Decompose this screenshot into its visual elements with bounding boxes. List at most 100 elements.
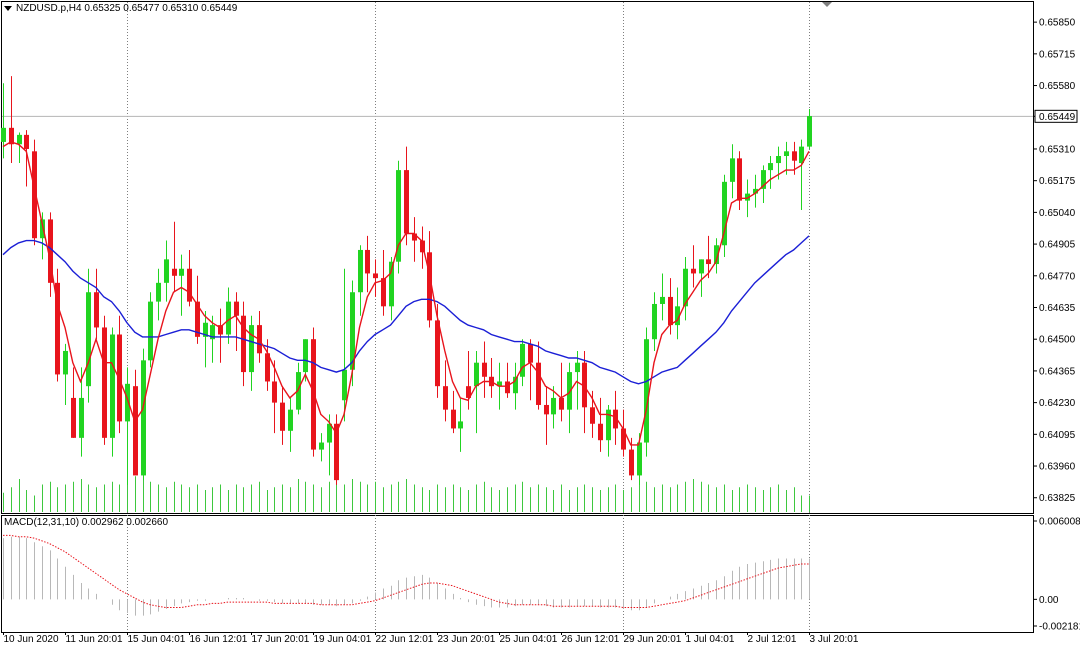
price-axis-label: 0.65715	[1039, 49, 1076, 60]
candle-body	[272, 381, 277, 403]
time-axis-label: 23 Jun 20:01	[438, 634, 496, 645]
candle-body	[48, 219, 53, 283]
candle-body	[613, 409, 618, 429]
candle-body	[280, 402, 285, 431]
candle-body	[714, 245, 719, 265]
candle-body	[319, 442, 324, 450]
candle-body	[249, 325, 254, 373]
time-axis-label: 10 Jun 2020	[4, 634, 59, 645]
candle-body	[110, 334, 115, 438]
candle-body	[234, 301, 239, 316]
candle-body	[799, 146, 804, 164]
price-axis-label: 0.64770	[1039, 271, 1076, 282]
candle-body	[133, 386, 138, 476]
time-axis-label: 17 Jun 20:01	[252, 634, 310, 645]
price-axis-label: 0.64230	[1039, 398, 1076, 409]
candle-body	[17, 134, 22, 145]
macd-header: MACD(12,31,10) 0.002962 0.002660	[4, 517, 169, 528]
candle-body	[148, 301, 153, 361]
candle-body	[637, 442, 642, 476]
candle-body	[102, 327, 107, 438]
candle-body	[427, 252, 432, 321]
symbol-header: NZDUSD.p,H4 0.65325 0.65477 0.65310 0.65…	[16, 3, 238, 14]
candle-body	[32, 151, 37, 239]
candle-body	[513, 376, 518, 394]
candle-body	[451, 409, 456, 429]
main-chart-frame	[1, 1, 1034, 514]
candle-body	[342, 369, 347, 401]
price-axis-label: 0.64635	[1039, 303, 1076, 314]
price-axis-label: 0.65580	[1039, 81, 1076, 92]
candle-body	[652, 303, 657, 340]
candle-body	[55, 282, 60, 375]
candle-body	[1, 127, 6, 142]
candle-body	[63, 350, 68, 375]
candle-body	[156, 282, 161, 302]
candle-body	[218, 325, 223, 335]
slow-moving-average-line	[2, 235, 810, 385]
candle-body	[590, 407, 595, 424]
candle-body	[187, 268, 192, 302]
candle-body	[94, 292, 99, 328]
candle-body	[482, 362, 487, 377]
candle-body	[458, 421, 463, 429]
candle-body	[358, 249, 363, 293]
candle-body	[172, 268, 177, 276]
candle-body	[71, 397, 76, 438]
candle-body	[551, 397, 556, 415]
candle-body	[9, 127, 14, 145]
candle-body	[598, 423, 603, 441]
price-axis-label: 0.65449	[1039, 112, 1076, 123]
price-axis-label: 0.65310	[1039, 144, 1076, 155]
time-axis-label: 25 Jun 04:01	[500, 634, 558, 645]
candle-body	[203, 322, 208, 337]
candle-body	[660, 296, 665, 304]
candle-body	[24, 134, 29, 149]
macd-frame	[1, 515, 1034, 633]
macd-axis-label: 0.006008	[1039, 517, 1080, 528]
candle-body	[210, 325, 215, 340]
time-axis-label: 19 Jun 04:01	[314, 634, 372, 645]
candle-body	[497, 381, 502, 387]
price-axis-label: 0.64095	[1039, 430, 1076, 441]
candle-body	[404, 170, 409, 234]
price-axis-label: 0.64905	[1039, 240, 1076, 251]
candle-body	[474, 362, 479, 387]
price-axis-label: 0.64365	[1039, 366, 1076, 377]
time-axis-label: 11 Jun 20:01	[66, 634, 124, 645]
candle-body	[373, 273, 378, 279]
candle-body	[691, 268, 696, 274]
time-axis-label: 22 Jun 12:01	[376, 634, 434, 645]
candle-body	[776, 156, 781, 164]
price-axis-label: 0.65175	[1039, 176, 1076, 187]
macd-axis-label: -0.002181	[1039, 622, 1080, 633]
candle-body	[327, 423, 332, 443]
time-axis-label: 29 Jun 20:01	[624, 634, 682, 645]
candle-body	[350, 292, 355, 370]
candle-body	[730, 158, 735, 182]
candle-body	[381, 278, 386, 307]
candle-body	[195, 301, 200, 337]
chart-shift-marker-icon[interactable]	[822, 2, 832, 7]
time-axis-label: 2 Jul 12:01	[748, 634, 797, 645]
candle-body	[629, 449, 634, 476]
candle-body	[737, 158, 742, 201]
dropdown-triangle-icon[interactable]	[4, 6, 12, 11]
candle-body	[753, 188, 758, 194]
candle-body	[722, 181, 727, 246]
time-axis-label: 1 Jul 04:01	[686, 634, 735, 645]
candle-body	[443, 386, 448, 410]
candle-body	[466, 386, 471, 398]
price-axis-label: 0.64500	[1039, 335, 1076, 346]
candle-body	[241, 315, 246, 373]
time-axis-label: 3 Jul 20:01	[810, 634, 859, 645]
candle-body	[621, 428, 626, 450]
candle-body	[761, 170, 766, 189]
time-axis-label: 26 Jun 12:01	[562, 634, 620, 645]
candle-body	[79, 397, 84, 438]
candle-body	[768, 163, 773, 171]
candle-body	[559, 397, 564, 410]
candle-body	[544, 404, 549, 415]
